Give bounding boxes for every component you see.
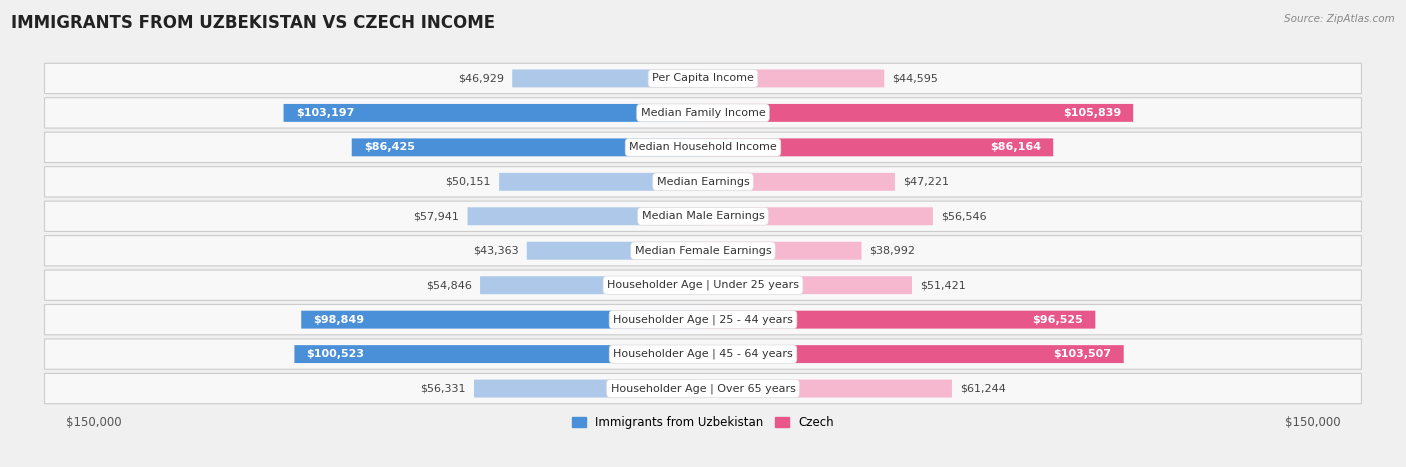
- Text: $103,507: $103,507: [1053, 349, 1112, 359]
- FancyBboxPatch shape: [45, 167, 1361, 197]
- FancyBboxPatch shape: [45, 201, 1361, 232]
- FancyBboxPatch shape: [703, 207, 932, 225]
- Text: $57,941: $57,941: [413, 211, 460, 221]
- FancyBboxPatch shape: [703, 138, 1053, 156]
- Text: $56,546: $56,546: [941, 211, 987, 221]
- FancyBboxPatch shape: [45, 339, 1361, 369]
- FancyBboxPatch shape: [45, 98, 1361, 128]
- Text: $105,839: $105,839: [1063, 108, 1121, 118]
- FancyBboxPatch shape: [703, 173, 896, 191]
- Text: $96,525: $96,525: [1032, 315, 1083, 325]
- Text: Householder Age | Under 25 years: Householder Age | Under 25 years: [607, 280, 799, 290]
- FancyBboxPatch shape: [45, 304, 1361, 335]
- Text: $56,331: $56,331: [420, 383, 465, 394]
- Text: $43,363: $43,363: [472, 246, 519, 256]
- FancyBboxPatch shape: [294, 345, 703, 363]
- FancyBboxPatch shape: [301, 311, 703, 329]
- Text: $61,244: $61,244: [960, 383, 1005, 394]
- FancyBboxPatch shape: [703, 276, 912, 294]
- Text: $44,595: $44,595: [893, 73, 938, 84]
- FancyBboxPatch shape: [45, 374, 1361, 404]
- Text: Median Male Earnings: Median Male Earnings: [641, 211, 765, 221]
- Text: Median Female Earnings: Median Female Earnings: [634, 246, 772, 256]
- FancyBboxPatch shape: [45, 132, 1361, 163]
- Text: $100,523: $100,523: [307, 349, 364, 359]
- Text: $98,849: $98,849: [314, 315, 364, 325]
- Text: Householder Age | 45 - 64 years: Householder Age | 45 - 64 years: [613, 349, 793, 359]
- Text: Source: ZipAtlas.com: Source: ZipAtlas.com: [1284, 14, 1395, 24]
- FancyBboxPatch shape: [499, 173, 703, 191]
- FancyBboxPatch shape: [703, 104, 1133, 122]
- Text: $51,421: $51,421: [920, 280, 966, 290]
- FancyBboxPatch shape: [45, 63, 1361, 93]
- FancyBboxPatch shape: [512, 70, 703, 87]
- Text: $86,164: $86,164: [990, 142, 1040, 152]
- FancyBboxPatch shape: [45, 235, 1361, 266]
- FancyBboxPatch shape: [479, 276, 703, 294]
- Text: $54,846: $54,846: [426, 280, 472, 290]
- FancyBboxPatch shape: [45, 270, 1361, 300]
- FancyBboxPatch shape: [703, 242, 862, 260]
- Text: Median Earnings: Median Earnings: [657, 177, 749, 187]
- FancyBboxPatch shape: [703, 380, 952, 397]
- FancyBboxPatch shape: [284, 104, 703, 122]
- Text: $38,992: $38,992: [870, 246, 915, 256]
- Text: Per Capita Income: Per Capita Income: [652, 73, 754, 84]
- FancyBboxPatch shape: [703, 311, 1095, 329]
- FancyBboxPatch shape: [703, 70, 884, 87]
- Legend: Immigrants from Uzbekistan, Czech: Immigrants from Uzbekistan, Czech: [567, 411, 839, 433]
- Text: $86,425: $86,425: [364, 142, 415, 152]
- Text: $47,221: $47,221: [903, 177, 949, 187]
- Text: $50,151: $50,151: [446, 177, 491, 187]
- Text: Householder Age | Over 65 years: Householder Age | Over 65 years: [610, 383, 796, 394]
- FancyBboxPatch shape: [527, 242, 703, 260]
- Text: Median Family Income: Median Family Income: [641, 108, 765, 118]
- Text: $46,929: $46,929: [458, 73, 505, 84]
- FancyBboxPatch shape: [703, 345, 1123, 363]
- FancyBboxPatch shape: [468, 207, 703, 225]
- Text: Householder Age | 25 - 44 years: Householder Age | 25 - 44 years: [613, 314, 793, 325]
- Text: IMMIGRANTS FROM UZBEKISTAN VS CZECH INCOME: IMMIGRANTS FROM UZBEKISTAN VS CZECH INCO…: [11, 14, 495, 32]
- Text: Median Household Income: Median Household Income: [628, 142, 778, 152]
- FancyBboxPatch shape: [474, 380, 703, 397]
- Text: $103,197: $103,197: [295, 108, 354, 118]
- FancyBboxPatch shape: [352, 138, 703, 156]
